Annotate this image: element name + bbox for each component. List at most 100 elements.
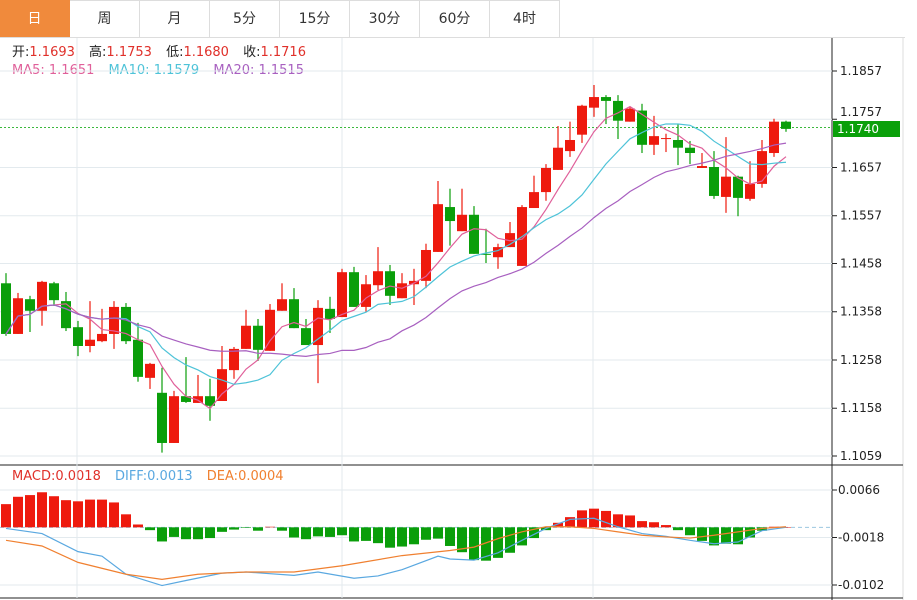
candle-down [781,121,791,129]
macd-bar [301,527,311,540]
candle-up [265,309,275,351]
macd-bar [325,527,335,537]
candle-up [505,233,515,248]
macd-bar [433,527,443,539]
macd-bar [169,527,179,537]
candle-down [445,207,455,222]
tab-4[interactable]: 15分 [280,0,350,37]
candle-up [541,167,551,193]
tab-0[interactable]: 日 [0,0,70,37]
macd-bar [313,527,323,537]
macd-bar [277,527,287,531]
macd-bar [133,524,143,528]
candle-down [73,327,83,346]
candle-down [121,306,131,342]
candle-down [1,283,11,334]
price-tick-label: 1.1059 [840,449,882,463]
candle-down [385,271,395,296]
macd-bar [121,514,131,528]
price-tick-label: 1.1458 [840,257,882,271]
price-tick-label: 1.1258 [840,353,882,367]
candle-down [157,392,167,443]
tab-7[interactable]: 4时 [490,0,560,37]
macd-bar [637,521,647,528]
macd-bar [193,527,203,540]
price-tick-label: 1.1358 [840,305,882,319]
current-price-label: 1.1740 [833,121,900,137]
candle-up [397,283,407,299]
candle-up [37,281,47,311]
tab-3[interactable]: 5分 [210,0,280,37]
candle-up [337,272,347,318]
candle-down [325,308,335,319]
low-value: 1.1680 [183,45,229,60]
dea-value: DEA:0.0004 [206,469,284,484]
candle-down [733,176,743,198]
candle-down [469,214,479,254]
macd-bar [361,527,371,541]
candle-up [373,271,383,286]
macd-value: MACD:0.0018 [12,469,101,484]
macd-bar [289,527,299,538]
price-tick-label: 1.1657 [840,160,882,174]
macd-bar [613,514,623,528]
candle-down [61,301,71,329]
ma20-line [5,142,787,357]
macd-bar [61,500,71,528]
candle-down [181,396,191,402]
open-label: 开: [12,45,30,60]
candle-up [229,348,239,371]
candle-down [205,396,215,406]
macd-bar [745,527,755,538]
tab-6[interactable]: 60分 [420,0,490,37]
macd-bar [253,527,263,531]
macd-bar [397,527,407,547]
candle-down [253,325,263,350]
macd-bar [217,527,227,532]
tab-1[interactable]: 周 [70,0,140,37]
candle-up [109,306,119,334]
macd-info: MACD:0.0018 DIFF:0.0013 DEA:0.0004 [12,469,284,484]
candle-up [649,136,659,145]
candle-up [85,339,95,346]
macd-bar [181,527,191,540]
macd-bar [493,527,503,558]
macd-bar [85,499,95,528]
tab-5[interactable]: 30分 [350,0,420,37]
macd-bar [1,504,11,528]
candle-up [433,204,443,252]
dea-line [5,526,787,580]
close-label: 收: [243,45,261,60]
macd-bar [685,527,695,536]
macd-bar [37,492,47,528]
ma5-line [5,105,787,410]
diff-line [5,517,787,587]
candle-up [313,307,323,346]
price-tick-label: 1.1158 [840,401,882,415]
tab-2[interactable]: 月 [140,0,210,37]
candle-down [601,97,611,101]
candle-up [97,333,107,342]
candle-down [613,100,623,121]
macd-bar [553,522,563,528]
candle-up [421,249,431,281]
candle-up [241,325,251,349]
candle-up [553,147,563,170]
candle-down [637,110,647,145]
macd-bar [481,527,491,561]
macd-bar [25,495,35,528]
macd-tick-label: 0.0066 [838,483,880,497]
macd-bar [625,515,635,528]
macd-bar [469,527,479,561]
ohlc-info: 开:1.1693 高:1.1753 低:1.1680 收:1.1716 [12,45,316,60]
candle-up [493,247,503,258]
macd-bar [421,527,431,540]
candle-down [709,167,719,196]
macd-bar [529,527,539,539]
macd-bar [97,499,107,528]
candle-up [625,108,635,122]
macd-bar [733,527,743,545]
candle-down [685,147,695,154]
macd-bar [601,510,611,528]
